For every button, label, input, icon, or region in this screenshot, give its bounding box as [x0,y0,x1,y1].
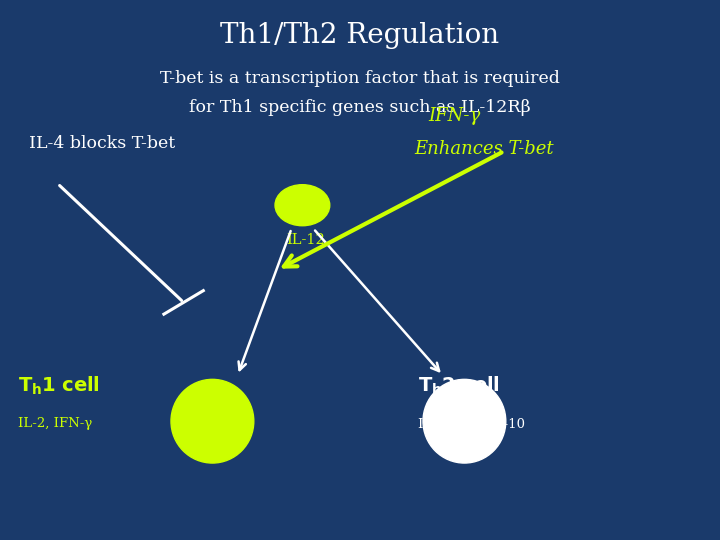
Text: $\bf{T_h}$$\bf{2}$ $\bf{cell}$: $\bf{T_h}$$\bf{2}$ $\bf{cell}$ [418,375,500,397]
Text: Enhances T-bet: Enhances T-bet [414,139,554,158]
Text: IL-2, IFN-γ: IL-2, IFN-γ [18,417,92,430]
Circle shape [275,185,330,226]
Text: Th1/Th2 Regulation: Th1/Th2 Regulation [220,22,500,49]
Text: T-bet is a transcription factor that is required: T-bet is a transcription factor that is … [160,70,560,87]
Text: IFN-γ: IFN-γ [428,107,481,125]
Text: IL-4 blocks T-bet: IL-4 blocks T-bet [29,134,175,152]
Text: $\bf{T_h}$$\bf{1}$ $\bf{cell}$: $\bf{T_h}$$\bf{1}$ $\bf{cell}$ [18,375,100,397]
Text: IL-12: IL-12 [287,233,325,247]
Text: IL-4, IL-6, IL-10: IL-4, IL-6, IL-10 [418,417,525,430]
Text: for Th1 specific genes such as IL-12Rβ: for Th1 specific genes such as IL-12Rβ [189,99,531,117]
Ellipse shape [171,379,253,463]
Ellipse shape [423,379,505,463]
